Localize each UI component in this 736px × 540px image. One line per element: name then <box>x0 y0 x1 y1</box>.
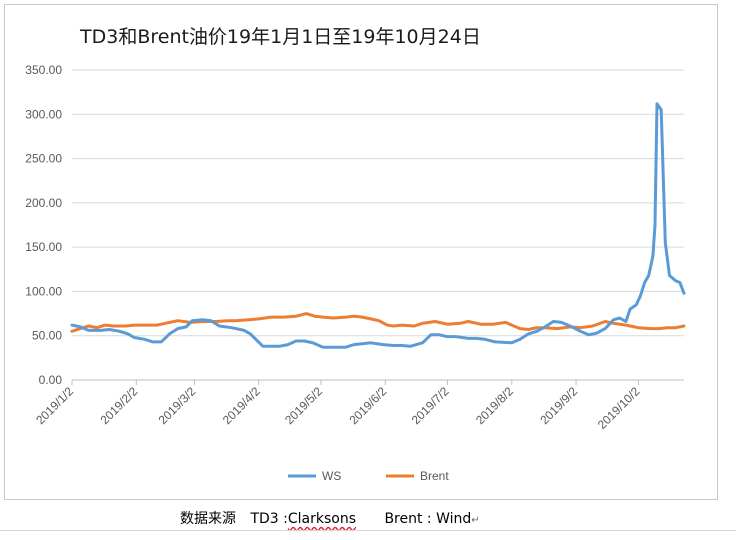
x-tick-label: 2019/3/2 <box>156 384 199 427</box>
x-tick-label: 2019/1/2 <box>33 384 76 427</box>
series-line-brent <box>70 312 686 333</box>
source-note: 数据来源 TD3 :Clarksons Brent : Wind↵ <box>180 508 480 528</box>
legend-label: WS <box>322 469 341 483</box>
series-lines <box>70 102 686 349</box>
return-mark: ↵ <box>471 515 480 526</box>
divider <box>0 530 736 531</box>
source-brent: Brent : Wind <box>384 511 472 527</box>
y-axis-ticks: 0.00 50.00 100.00 150.00 200.00 250.00 300.00 3… <box>25 63 62 387</box>
y-tick-label: 250.00 <box>25 152 62 166</box>
y-tick-label: 350.00 <box>25 63 62 77</box>
x-tick-label: 2019/4/2 <box>220 384 263 427</box>
x-tick-label: 2019/7/2 <box>409 384 452 427</box>
x-tick-label: 2019/8/2 <box>473 384 516 427</box>
y-tick-label: 150.00 <box>25 240 62 254</box>
legend: WS Brent <box>288 469 449 483</box>
chart-frame <box>4 4 718 500</box>
x-axis-ticks: 2019/1/2 2019/2/2 2019/3/2 2019/4/2 2019/5/2… <box>33 380 643 432</box>
gridlines <box>72 69 684 381</box>
chart-title: TD3和Brent油价19年1月1日至19年10月24日 <box>80 26 481 48</box>
series-line-ws <box>70 102 686 349</box>
source-prefix: 数据来源 <box>180 511 236 527</box>
y-tick-label: 300.00 <box>25 107 62 121</box>
y-tick-label: 0.00 <box>39 373 63 387</box>
source-td3-provider: Clarksons <box>287 511 356 527</box>
legend-label: Brent <box>420 469 449 483</box>
x-tick-label: 2019/5/2 <box>282 384 325 427</box>
x-tick-label: 2019/2/2 <box>97 384 140 427</box>
x-tick-label: 2019/9/2 <box>537 384 580 427</box>
y-tick-label: 50.00 <box>32 329 62 343</box>
source-td3-label: TD3 : <box>250 511 288 527</box>
x-tick-label: 2019/10/2 <box>595 384 643 432</box>
y-tick-label: 100.00 <box>25 284 62 298</box>
y-tick-label: 200.00 <box>25 196 62 210</box>
x-tick-label: 2019/6/2 <box>346 384 389 427</box>
